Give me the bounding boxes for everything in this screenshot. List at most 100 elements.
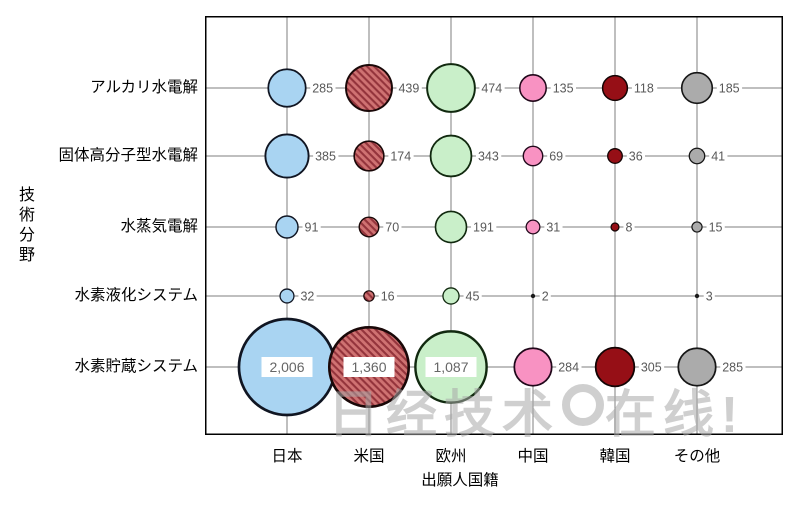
bubble-value-label: 36	[629, 150, 643, 164]
bubble-value-label: 91	[305, 221, 319, 235]
bubble	[525, 219, 541, 235]
bubble	[275, 215, 299, 239]
bubble-value-box	[261, 357, 313, 377]
bubble-value-box	[396, 81, 422, 95]
bubble-value-label: 385	[315, 150, 336, 164]
bubble-value-box	[475, 149, 502, 163]
col-label-others: その他	[673, 448, 721, 465]
bubble-value-label: 15	[709, 221, 723, 235]
bubble-value-label: 3	[706, 290, 713, 304]
bubble	[519, 74, 547, 102]
bubble-value-box	[343, 357, 395, 377]
bubble	[434, 210, 468, 244]
bubble	[267, 68, 307, 108]
bubble	[363, 290, 375, 302]
bubble-value-label: 285	[312, 82, 333, 96]
bubble-value-label: 45	[466, 290, 480, 304]
bubble-value-box	[626, 149, 645, 163]
bubble-value-label: 439	[398, 82, 419, 96]
bubble-value-box	[550, 81, 576, 95]
bubble-value-box	[709, 149, 728, 163]
bubble	[610, 222, 620, 232]
bubble-value-box	[463, 289, 482, 303]
bubble-value-box	[425, 357, 477, 377]
plot-border	[205, 16, 783, 435]
col-label-japan: 日本	[271, 448, 303, 465]
bubble-value-box	[471, 220, 497, 234]
bubble-value-box	[383, 220, 402, 234]
bubble	[530, 293, 536, 299]
y-axis-title: 技術分野	[16, 186, 33, 266]
bubble-value-label: 1,087	[433, 359, 468, 375]
bubble-value-label: 1,360	[351, 359, 386, 375]
bubble-value-label: 2,006	[269, 359, 304, 375]
plot-area: 285 439 474 135 118 185 385 174 343 69 36 41 91 70 191…	[205, 16, 783, 435]
bubble-value-box	[544, 220, 563, 234]
bubble-value-label: 16	[381, 290, 395, 304]
bubble-value-box	[638, 360, 665, 374]
bubble-value-label: 474	[481, 82, 502, 96]
bubble	[513, 347, 553, 387]
bubble-value-label: 118	[634, 82, 654, 96]
bubble	[264, 133, 310, 179]
bubble-value-label: 191	[473, 221, 494, 235]
bubble-value-box	[479, 81, 505, 95]
bubble-value-box	[302, 220, 321, 234]
bubble-value-box	[298, 289, 317, 303]
bubble-value-box	[556, 360, 582, 374]
bubble-value-box	[547, 149, 566, 163]
row-label-hydrogen-storage-system: 水素貯蔵システム	[74, 358, 198, 375]
bubble-value-label: 70	[385, 221, 399, 235]
bubble-value-label: 69	[549, 150, 563, 164]
bubble	[358, 216, 380, 238]
bubble-value-box	[623, 220, 635, 234]
col-label-korea: 韓国	[599, 448, 631, 465]
bubble	[426, 63, 476, 113]
bubble-value-label: 2	[542, 290, 549, 304]
bubble-value-box	[388, 149, 414, 163]
bubble	[429, 134, 473, 178]
bubble-value-box	[539, 289, 551, 303]
bubble	[594, 346, 636, 388]
bubble-value-label: 135	[553, 82, 574, 96]
bubble-value-label: 343	[478, 150, 499, 164]
bubble-value-label: 285	[722, 361, 743, 375]
bubble-value-box	[313, 149, 339, 163]
bubble	[522, 145, 544, 167]
bubble	[688, 147, 706, 165]
bubble	[694, 293, 700, 299]
bubble-value-label: 31	[546, 221, 560, 235]
bubble	[601, 74, 629, 102]
x-axis-title: 出願人国籍	[421, 472, 499, 489]
row-label-alkaline-water-electrolysis: アルカリ水電解	[90, 79, 198, 96]
bubble-value-label: 41	[711, 150, 725, 164]
bubble-value-box	[631, 81, 658, 95]
bubble-value-box	[706, 220, 725, 234]
bubble	[680, 71, 714, 105]
bubble	[677, 347, 717, 387]
col-label-usa: 米国	[353, 448, 385, 465]
col-label-china: 中国	[517, 448, 549, 465]
bubble-value-box	[720, 360, 746, 374]
bubble-value-label: 284	[558, 361, 579, 375]
bubble-value-box	[703, 289, 715, 303]
row-label-steam-electrolysis: 水蒸気電解	[120, 218, 198, 235]
bubble	[345, 64, 393, 112]
bubble	[442, 287, 460, 305]
bubble-value-label: 8	[625, 221, 632, 235]
bubble-value-label: 185	[719, 82, 740, 96]
bubble	[353, 140, 385, 172]
bubble	[691, 221, 703, 233]
bubble	[279, 288, 295, 304]
bubble-value-label: 305	[641, 361, 662, 375]
bubble-value-label: 174	[390, 150, 411, 164]
col-label-europe: 欧州	[435, 448, 467, 465]
row-label-hydrogen-liquefaction-system: 水素液化システム	[74, 287, 198, 304]
bubble-value-box	[716, 81, 743, 95]
bubble-value-box	[378, 289, 397, 303]
row-label-pem-water-electrolysis: 固体高分子型水電解	[58, 147, 198, 164]
bubble-value-label: 32	[300, 290, 314, 304]
bubble	[607, 148, 623, 164]
bubble-value-box	[310, 81, 336, 95]
